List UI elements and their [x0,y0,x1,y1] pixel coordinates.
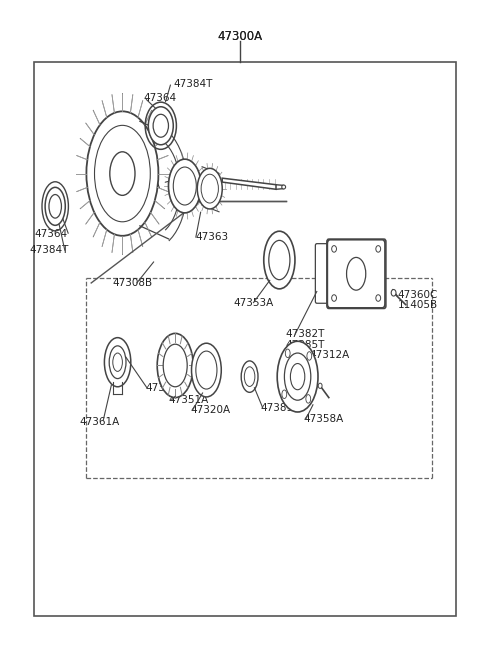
Text: 47363: 47363 [196,232,229,242]
Ellipse shape [376,246,381,252]
Ellipse shape [196,351,217,389]
Text: 47353A: 47353A [234,297,274,308]
Text: A: A [153,177,181,190]
Text: 47389A: 47389A [260,403,300,413]
Text: 47364: 47364 [35,229,68,239]
Text: 47384T: 47384T [30,245,69,255]
Text: 47358A: 47358A [304,414,344,424]
FancyBboxPatch shape [327,239,386,309]
Ellipse shape [104,338,131,386]
Ellipse shape [192,343,221,397]
Ellipse shape [113,353,122,371]
Ellipse shape [148,107,173,145]
Text: 47320A: 47320A [191,405,231,415]
Ellipse shape [332,246,336,252]
Ellipse shape [284,353,311,400]
FancyBboxPatch shape [327,240,385,308]
Ellipse shape [282,185,286,189]
Ellipse shape [163,345,187,386]
Ellipse shape [197,168,222,209]
Ellipse shape [264,231,295,289]
Text: 11405B: 11405B [397,300,438,310]
Polygon shape [222,178,276,189]
Ellipse shape [332,295,336,301]
Text: 47300A: 47300A [217,29,263,43]
Text: 47361A: 47361A [79,417,120,427]
Ellipse shape [241,361,258,392]
Ellipse shape [269,240,290,280]
Ellipse shape [347,257,366,290]
Bar [34,62,456,616]
Ellipse shape [290,364,305,390]
Text: 47362: 47362 [145,383,179,394]
Text: 47360C: 47360C [397,290,438,300]
Ellipse shape [49,195,61,218]
Ellipse shape [307,352,312,360]
Ellipse shape [173,167,196,205]
Text: 47312A: 47312A [310,350,350,360]
Ellipse shape [282,390,287,398]
Ellipse shape [318,383,322,388]
Ellipse shape [306,395,311,403]
Ellipse shape [153,114,168,137]
Ellipse shape [244,367,255,386]
Ellipse shape [157,333,193,398]
Ellipse shape [110,152,135,195]
Ellipse shape [376,295,381,301]
Text: 47308B: 47308B [113,278,153,288]
Text: 47364: 47364 [143,93,176,103]
Ellipse shape [285,349,290,358]
Text: 47385T: 47385T [286,339,325,350]
Text: 47382T: 47382T [286,329,325,339]
Ellipse shape [86,111,158,236]
Ellipse shape [95,125,150,222]
Text: 47300A: 47300A [217,29,263,43]
Ellipse shape [109,346,126,379]
Ellipse shape [277,341,318,412]
Ellipse shape [168,159,201,213]
FancyBboxPatch shape [315,244,373,303]
Ellipse shape [45,187,65,225]
Text: 47384T: 47384T [174,79,213,89]
Text: 47351A: 47351A [168,394,208,405]
Ellipse shape [201,174,218,203]
Ellipse shape [391,290,396,296]
